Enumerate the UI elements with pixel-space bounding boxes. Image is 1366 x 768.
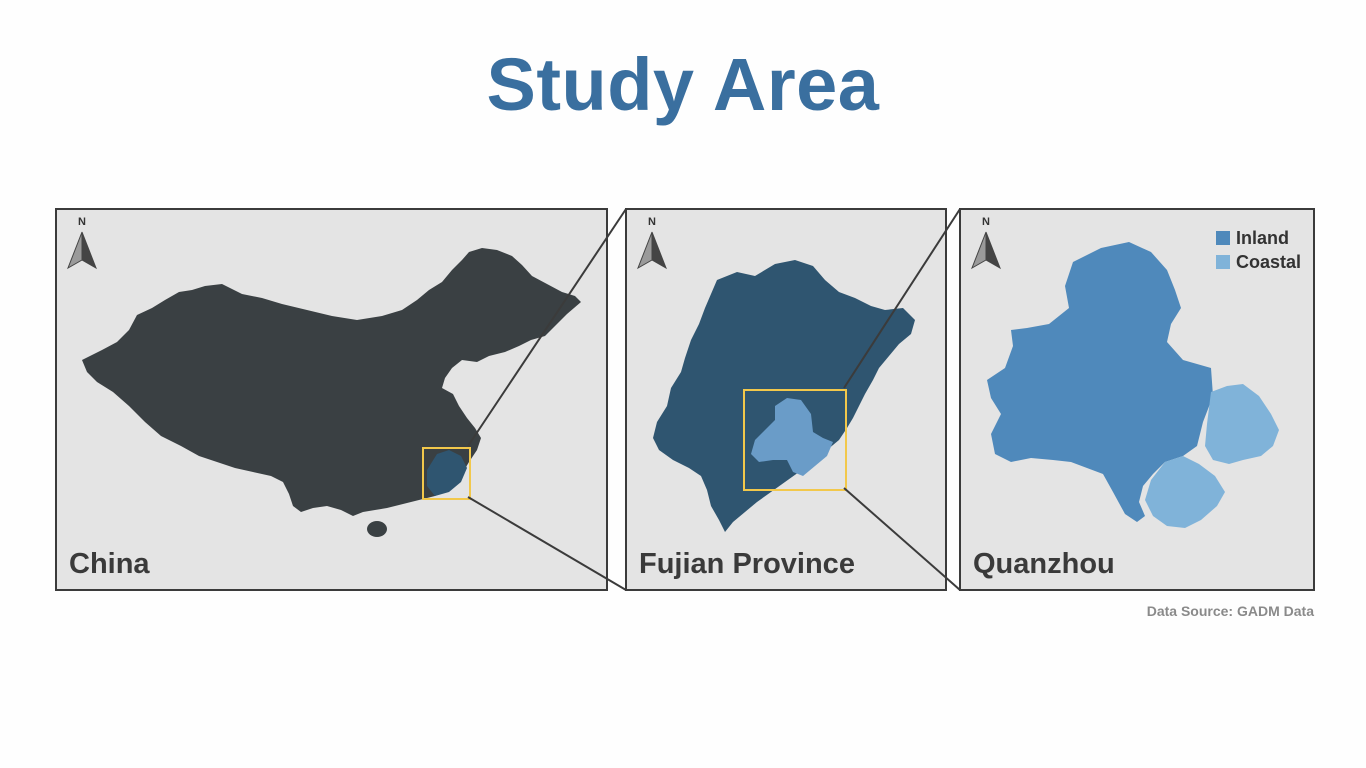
legend-label-coastal: Coastal bbox=[1235, 251, 1301, 272]
legend-item-inland: Inland bbox=[1215, 226, 1301, 250]
north-arrow: N bbox=[66, 216, 98, 270]
legend-item-coastal: Coastal bbox=[1215, 250, 1301, 274]
china-map bbox=[82, 248, 581, 537]
fujian-map bbox=[653, 260, 915, 532]
quanzhou-inset-shape bbox=[751, 398, 833, 476]
quanzhou-map bbox=[987, 242, 1279, 528]
data-source-note: Data Source: GADM Data bbox=[1146, 603, 1314, 619]
north-arrow: N bbox=[636, 216, 668, 270]
china-label: China bbox=[69, 548, 150, 580]
quanzhou-label: Quanzhou bbox=[973, 548, 1115, 580]
fujian-highlight-box bbox=[743, 389, 847, 491]
fujian-shape bbox=[653, 260, 915, 532]
coastal-south-shape bbox=[1145, 456, 1225, 528]
page-title: Study Area bbox=[486, 43, 880, 126]
fujian-map-panel: N Fujian Province bbox=[625, 208, 947, 591]
north-arrow-icon bbox=[67, 231, 97, 270]
map-legend: Inland Coastal bbox=[1215, 226, 1301, 274]
coastal-north-shape bbox=[1205, 384, 1279, 464]
china-map-panel: N China bbox=[55, 208, 608, 591]
china-shape bbox=[82, 248, 581, 516]
fujian-label: Fujian Province bbox=[639, 548, 855, 580]
inland-swatch bbox=[1215, 231, 1230, 245]
inland-region-shape bbox=[987, 242, 1213, 522]
coastal-swatch bbox=[1215, 255, 1230, 269]
north-arrow-icon bbox=[637, 231, 667, 270]
quanzhou-map-panel: N Inland Coastal Quanzhou bbox=[959, 208, 1315, 591]
north-arrow-icon bbox=[971, 231, 1001, 270]
china-highlight-box bbox=[422, 447, 471, 500]
hainan-island-shape bbox=[367, 521, 387, 537]
north-label: N bbox=[78, 216, 86, 228]
fujian-inset-shape bbox=[427, 450, 467, 496]
legend-label-inland: Inland bbox=[1235, 227, 1289, 248]
north-label: N bbox=[648, 216, 656, 228]
north-arrow: N bbox=[970, 216, 1002, 270]
north-label: N bbox=[982, 216, 990, 228]
